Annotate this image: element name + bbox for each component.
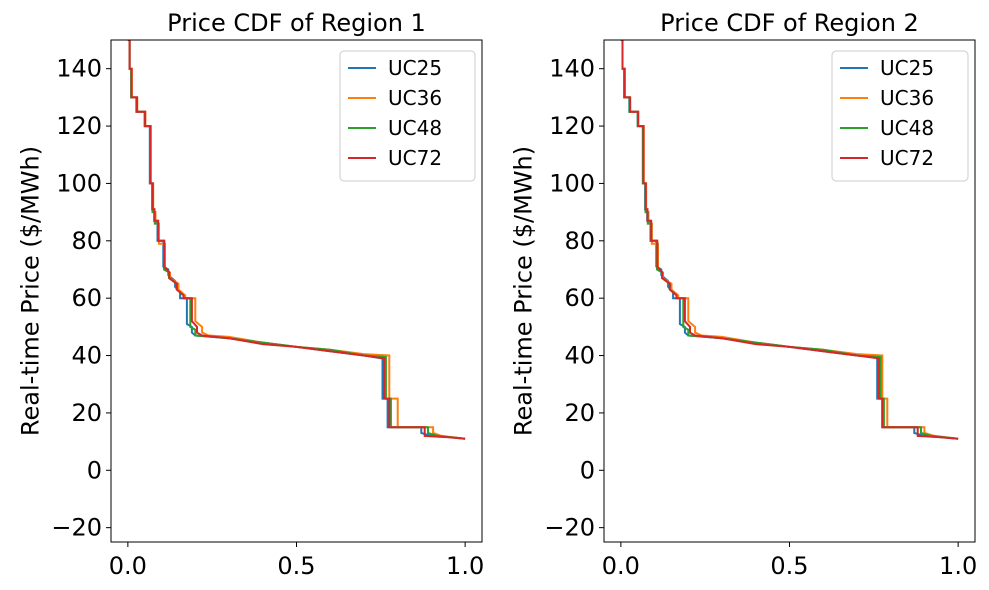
y-tick-label: 100 — [549, 169, 595, 197]
y-tick-label: 0 — [580, 456, 595, 484]
y-tick-label: 140 — [549, 55, 595, 83]
series-line-uc72 — [620, 40, 959, 440]
x-tick-label: 0.5 — [770, 552, 808, 580]
x-tick-label: 1.0 — [939, 552, 977, 580]
y-tick-label: 120 — [56, 112, 102, 140]
y-tick-label: 60 — [71, 284, 102, 312]
legend-label-uc48: UC48 — [388, 116, 442, 140]
legend-label-uc36: UC36 — [388, 86, 442, 110]
y-tick-label: 40 — [71, 342, 102, 370]
x-tick-label: 1.0 — [446, 552, 484, 580]
legend: UC25 UC36 UC48 UC72 — [831, 50, 969, 182]
series-line-uc72 — [127, 40, 466, 440]
chart-title: Price CDF of Region 1 — [167, 9, 426, 37]
x-tick-label: 0.0 — [109, 552, 147, 580]
y-tick-label: 140 — [56, 55, 102, 83]
chart-panel-1: −20 0 20 40 60 80 100 120 140 0.0 0.5 1.0 Price CDF … — [16, 9, 484, 580]
y-tick-label: −20 — [544, 514, 595, 542]
legend-label-uc25: UC25 — [388, 56, 442, 80]
series-group — [620, 40, 959, 440]
legend-label-uc72: UC72 — [880, 146, 934, 170]
y-axis-label: Real-time Price ($/MWh) — [16, 146, 44, 436]
chart-title: Price CDF of Region 2 — [660, 9, 919, 37]
legend-box — [831, 50, 969, 182]
legend-label-uc25: UC25 — [880, 56, 934, 80]
y-tick-label: −20 — [51, 514, 102, 542]
y-tick-label: 40 — [564, 342, 595, 370]
chart-panel-2: −20 0 20 40 60 80 100 120 140 0.0 0.5 1.0 Price CDF … — [509, 9, 977, 580]
legend-box — [339, 50, 476, 182]
y-tick-label: 120 — [549, 112, 595, 140]
legend-label-uc36: UC36 — [880, 86, 934, 110]
y-axis-label: Real-time Price ($/MWh) — [509, 146, 537, 436]
legend-label-uc72: UC72 — [388, 146, 442, 170]
y-tick-label: 0 — [87, 456, 102, 484]
y-tick-label: 80 — [71, 227, 102, 255]
y-tick-label: 60 — [564, 284, 595, 312]
y-tick-label: 100 — [56, 169, 102, 197]
x-tick-label: 0.0 — [602, 552, 640, 580]
legend: UC25 UC36 UC48 UC72 — [339, 50, 476, 182]
series-group — [127, 40, 466, 440]
y-tick-label: 20 — [71, 399, 102, 427]
y-tick-label: 20 — [564, 399, 595, 427]
legend-label-uc48: UC48 — [880, 116, 934, 140]
x-tick-label: 0.5 — [277, 552, 315, 580]
y-tick-label: 80 — [564, 227, 595, 255]
